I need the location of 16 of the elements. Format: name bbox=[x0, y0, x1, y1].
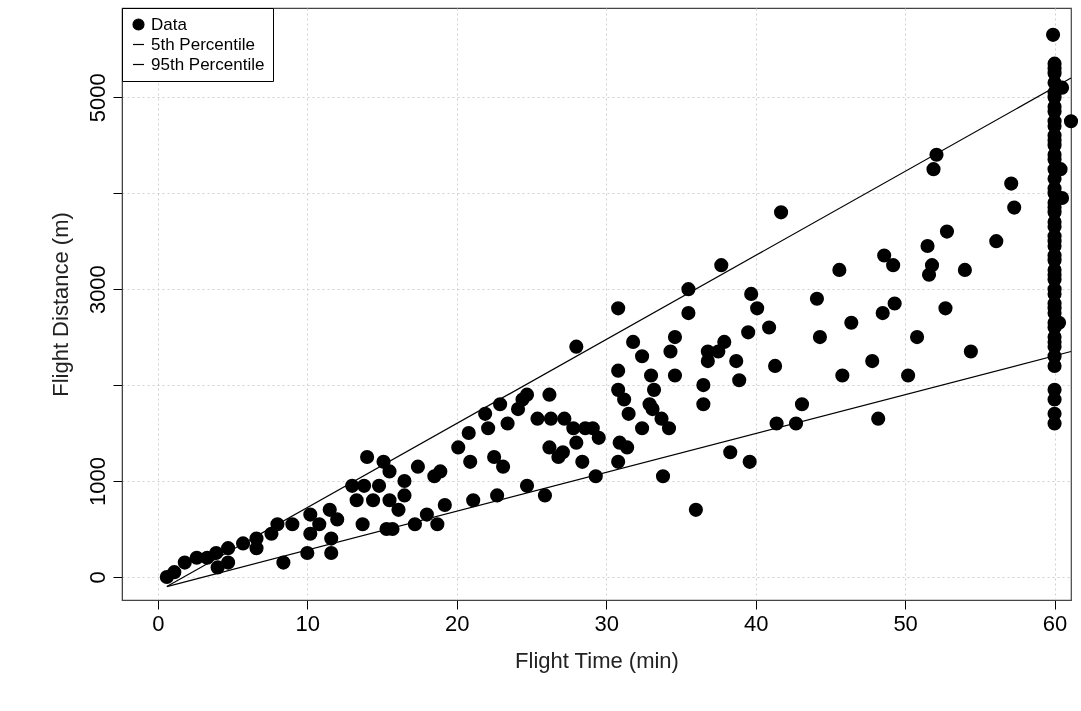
legend-label: Data bbox=[151, 14, 188, 34]
x-tick-label: 40 bbox=[743, 610, 769, 636]
y-tick-label: 0 bbox=[84, 571, 110, 584]
y-tick-label: 3000 bbox=[84, 265, 110, 315]
x-tick-label: 0 bbox=[152, 610, 165, 636]
x-tick-label: 20 bbox=[445, 610, 470, 636]
y-tick-label: 1000 bbox=[84, 457, 110, 506]
x-axis-title: Flight Time (min) bbox=[515, 647, 679, 673]
legend-label: 95th Percentile bbox=[151, 54, 265, 74]
y-tick-label: 5000 bbox=[84, 73, 110, 123]
x-tick-label: 60 bbox=[1042, 610, 1068, 636]
x-tick-label: 30 bbox=[594, 610, 619, 636]
x-tick-label: 50 bbox=[893, 610, 918, 636]
legend-label: 5th Percentile bbox=[151, 34, 255, 54]
x-tick-label: 10 bbox=[295, 610, 321, 636]
y-axis-title: Flight Distance (m) bbox=[47, 212, 73, 397]
